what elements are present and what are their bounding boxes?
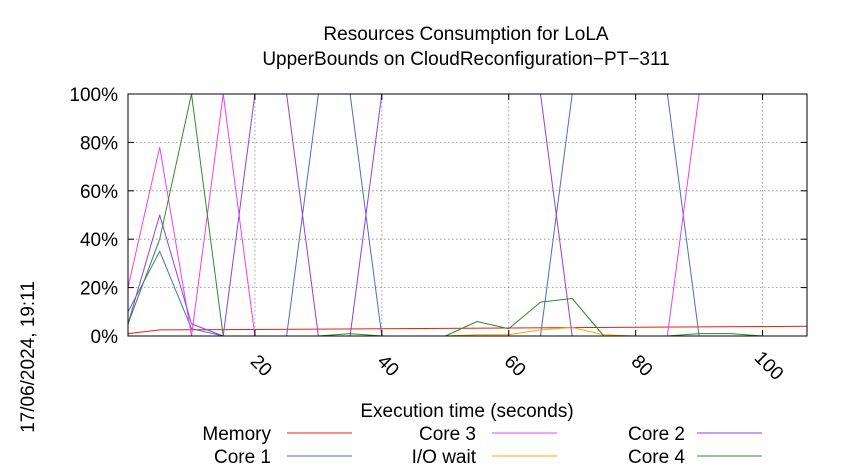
x-tick-label: 80 (627, 351, 657, 381)
legend-label-core-1: Core 1 (214, 447, 271, 468)
x-tick-label: 100 (750, 347, 787, 384)
legend-label-core-2: Core 2 (628, 424, 685, 445)
chart-subtitle: UpperBounds on CloudReconfiguration−PT−3… (262, 49, 669, 70)
legend-label-memory: Memory (202, 424, 271, 445)
y-tick-label: 20% (80, 279, 118, 300)
series-line-i-o-wait (128, 327, 807, 337)
x-tick-label: 20 (246, 351, 276, 381)
series-line-memory (127, 325, 808, 335)
plot-series (127, 93, 808, 337)
chart-title: Resources Consumption for LoLA (323, 24, 608, 45)
legend-label-core-4: Core 4 (628, 447, 685, 468)
x-tick-label: 60 (500, 351, 530, 381)
legend-label-i-o-wait: I/O wait (412, 447, 477, 468)
x-tick-label: 40 (373, 351, 403, 381)
y-tick-label: 0% (91, 327, 119, 348)
y-tick-label: 40% (80, 230, 118, 251)
timestamp: 17/06/2024, 19:11 (18, 281, 39, 433)
y-axis: 0% 20% 40% 60% 80% 100% (69, 85, 807, 348)
x-axis-label: Execution time (seconds) (360, 401, 573, 422)
y-tick-label: 80% (80, 133, 118, 154)
y-tick-label: 60% (80, 182, 118, 203)
plot-frame (127, 93, 808, 337)
y-tick-label: 100% (69, 85, 118, 106)
legend-label-core-3: Core 3 (419, 424, 476, 445)
grid (128, 94, 807, 336)
